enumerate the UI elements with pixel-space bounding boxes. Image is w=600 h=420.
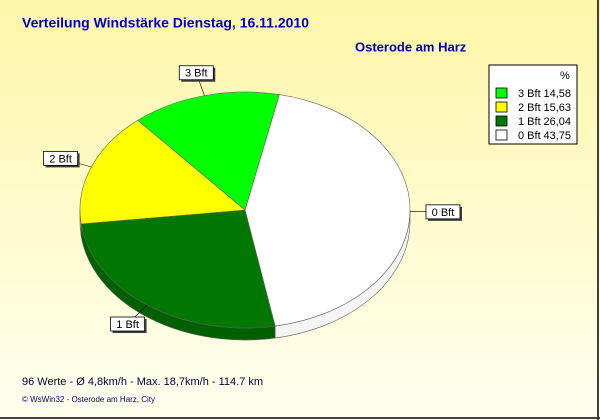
credit: © WsWin32 - Osterode am Harz, City <box>22 395 155 404</box>
callout-label: 1 Bft <box>116 319 139 331</box>
callout-box <box>110 316 145 332</box>
legend-value: 15,63 <box>543 102 571 114</box>
callout-box <box>43 150 79 166</box>
callout-box <box>178 65 214 81</box>
callout-box <box>425 204 461 220</box>
legend-label: 0 Bft <box>518 130 541 142</box>
legend-swatch <box>495 87 508 99</box>
slice <box>244 94 411 327</box>
legend-swatch <box>495 129 508 141</box>
callout-label: 2 Bft <box>49 153 72 165</box>
legend-value: 43,75 <box>543 130 571 142</box>
legend-value: 14,58 <box>543 88 571 100</box>
callout-label: 0 Bft <box>432 207 455 219</box>
legend-title: % <box>560 70 570 82</box>
footer: 96 Werte - Ø 4,8km/h - Max. 18,7km/h - 1… <box>22 376 263 388</box>
chart-title: Verteilung Windstärke Dienstag, 16.11.20… <box>22 15 309 31</box>
legend-value: 26,04 <box>543 116 571 128</box>
callout-label: 3 Bft <box>185 68 208 80</box>
legend-label: 1 Bft <box>518 116 541 128</box>
legend-swatch <box>495 101 508 113</box>
slice <box>137 91 280 211</box>
legend-swatch <box>495 115 508 127</box>
chart-subtitle: Osterode am Harz <box>355 39 467 54</box>
slice <box>80 209 276 329</box>
legend-label: 3 Bft <box>518 88 541 100</box>
legend-label: 2 Bft <box>518 102 541 114</box>
